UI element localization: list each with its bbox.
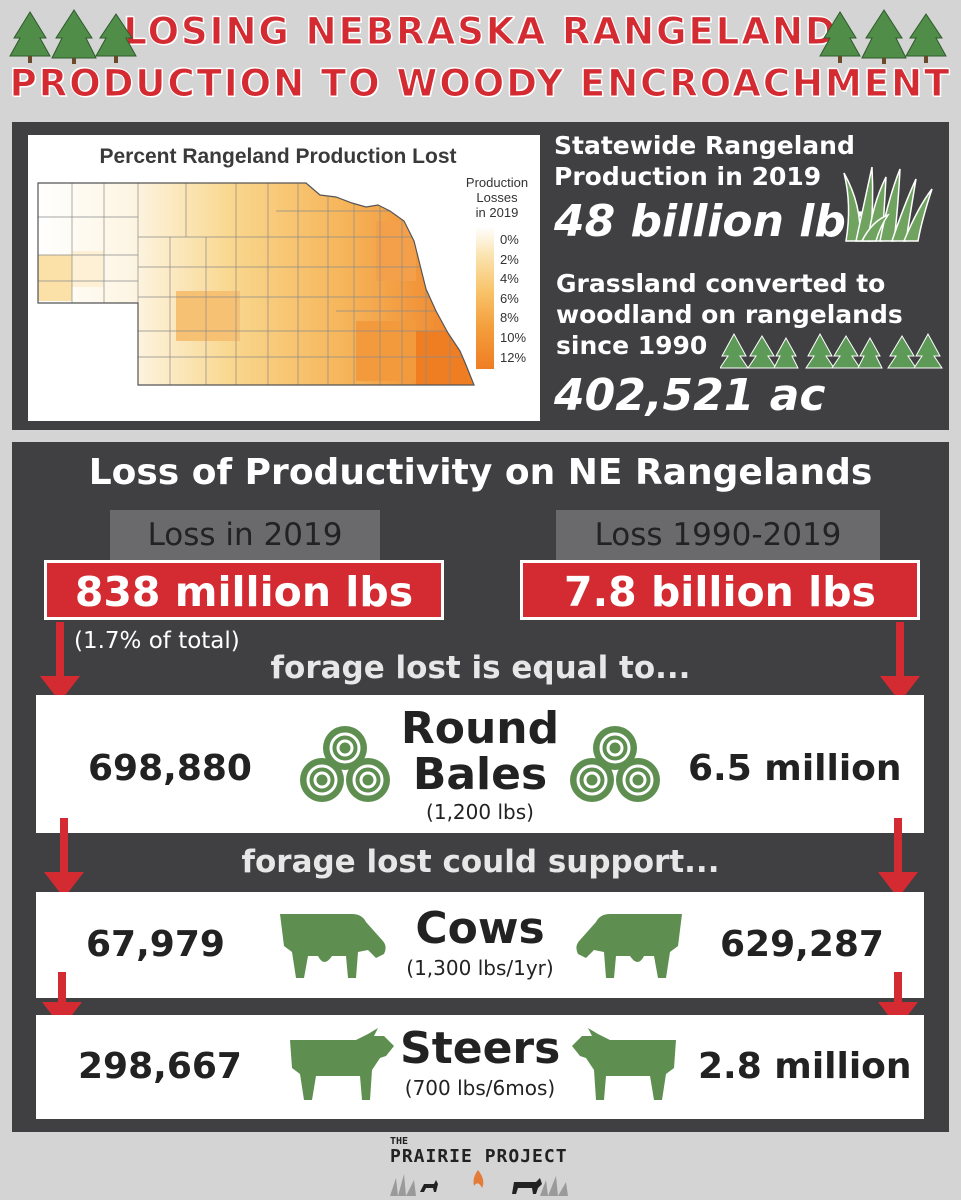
- grass-icon: [843, 166, 933, 242]
- legend-tick: 10%: [500, 329, 527, 345]
- loss-range-tab: Loss 1990-2019: [556, 510, 880, 560]
- bales-weight: (1,200 lbs): [426, 800, 534, 824]
- legend-ticks: 0% 2% 4% 6% 8% 10% 12%: [500, 230, 526, 367]
- map-card: Percent Rangeland Production Lost: [28, 135, 540, 421]
- bales-row: [36, 695, 924, 833]
- legend-title-line: Losses: [476, 190, 518, 205]
- tree-icon: [9, 9, 137, 64]
- loss-2019-tab: Loss in 2019: [110, 510, 380, 560]
- legend-tick: 2%: [500, 251, 519, 267]
- logo-name-text: PRAIRIE PROJECT: [390, 1146, 568, 1167]
- steers-name: Steers: [400, 1023, 561, 1074]
- loss-2019-value: 838 million lbs: [44, 560, 444, 620]
- converted-label-line: Grassland converted to: [556, 269, 886, 298]
- steer-icon: [572, 1028, 676, 1100]
- equal-to-text: forage lost is equal to...: [270, 650, 691, 686]
- bales-right-value: 6.5 million: [688, 748, 902, 789]
- converted-value: 402,521 ac: [554, 370, 826, 421]
- cow-icon: [280, 914, 386, 978]
- hay-bale-icon: [570, 726, 660, 802]
- hay-bale-icon: [300, 726, 390, 802]
- tree-icon: [720, 332, 943, 369]
- cows-right-value: 629,287: [720, 924, 884, 965]
- legend-title-line: Production: [465, 175, 529, 190]
- converted-label-line: woodland on rangelands: [556, 300, 903, 329]
- map-title: Percent Rangeland Production Lost: [99, 145, 457, 168]
- legend-tick: 4%: [500, 271, 519, 287]
- production-label-line: Statewide Rangeland: [554, 131, 855, 160]
- production-value: 48 billion lbs: [554, 196, 873, 247]
- legend-tick: 6%: [500, 290, 519, 306]
- bales-name: Round Bales: [400, 706, 560, 798]
- page-title-line2: PRODUCTION TO WOODY ENCROACHMENT: [9, 62, 952, 106]
- bales-name-line: Bales: [412, 749, 548, 800]
- tree-icon: [819, 9, 947, 64]
- production-label: Statewide Rangeland Production in 2019: [554, 130, 855, 192]
- cows-weight: (1,300 lbs/1yr): [406, 956, 554, 980]
- loss-range-value: 7.8 billion lbs: [520, 560, 920, 620]
- could-support-text: forage lost could support...: [241, 844, 720, 880]
- legend-tick: 0%: [500, 232, 519, 247]
- cows-row: [36, 892, 924, 998]
- page-title-line1: LOSING NEBRASKA RANGELAND: [123, 10, 838, 54]
- converted-label: Grassland converted to woodland on range…: [556, 268, 903, 361]
- cows-left-value: 67,979: [86, 924, 225, 965]
- production-label-line: Production in 2019: [554, 162, 822, 191]
- converted-label-line: since 1990: [556, 331, 708, 360]
- bales-left-value: 698,880: [88, 748, 252, 789]
- legend-color-bar: [476, 227, 494, 369]
- steers-weight: (700 lbs/6mos): [404, 1076, 556, 1100]
- loss-2019-note: (1.7% of total): [74, 628, 240, 654]
- logo-graphic: [390, 1170, 568, 1196]
- steer-icon: [290, 1028, 394, 1100]
- cows-name: Cows: [415, 903, 545, 954]
- prairie-project-logo: THE PRAIRIE PROJECT: [380, 1136, 580, 1196]
- steers-right-value: 2.8 million: [698, 1046, 912, 1087]
- steers-row: [36, 1015, 924, 1119]
- bales-name-line: Round: [400, 703, 560, 754]
- productivity-heading: Loss of Productivity on NE Rangelands: [88, 452, 873, 493]
- legend-tick: 12%: [500, 349, 527, 365]
- legend-title-line: in 2019: [475, 205, 519, 220]
- legend-tick: 8%: [500, 310, 519, 326]
- logo-the-text: THE: [390, 1136, 409, 1147]
- cow-icon: [576, 914, 682, 978]
- legend-title: Production Losses in 2019: [452, 175, 542, 220]
- steers-left-value: 298,667: [78, 1046, 242, 1087]
- nebraska-map: [37, 182, 475, 386]
